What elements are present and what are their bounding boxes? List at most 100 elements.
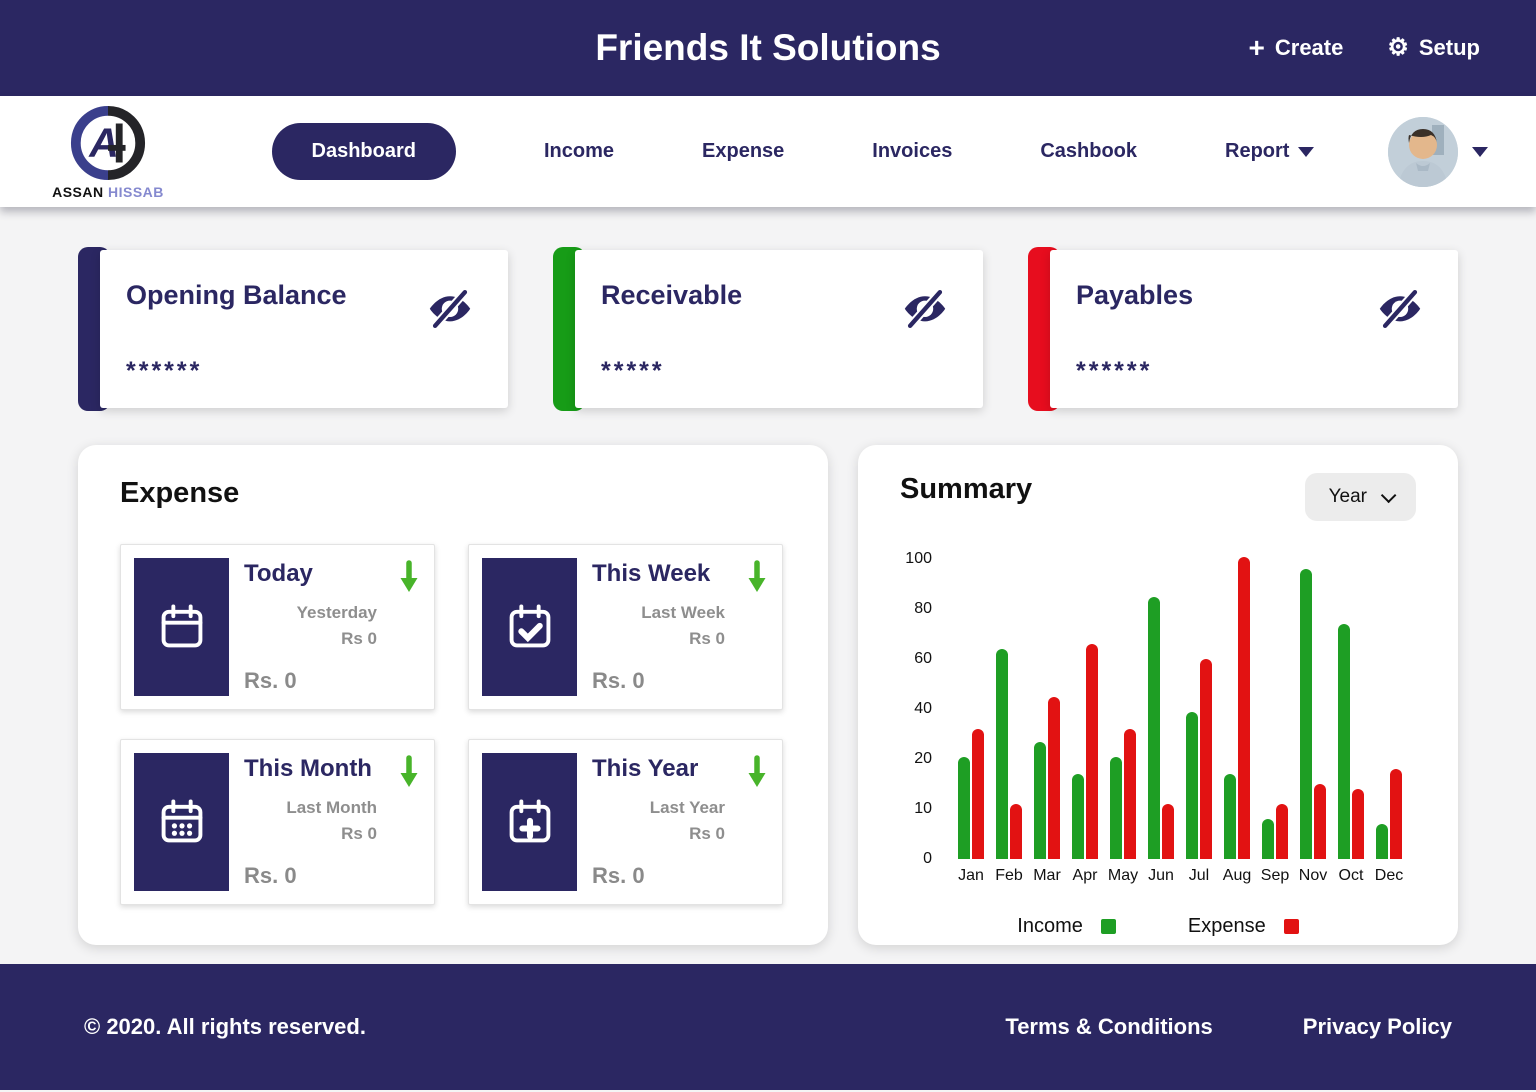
eye-slash-icon[interactable] — [1376, 288, 1424, 335]
arrow-down-icon — [748, 560, 766, 592]
expense-panel-title: Expense — [120, 477, 240, 509]
tab-report[interactable]: Report — [1225, 140, 1315, 163]
bar-group-oct — [1332, 559, 1370, 859]
chevron-down-icon — [1380, 487, 1397, 503]
bar-group-mar — [1028, 559, 1066, 859]
tab-invoices[interactable]: Invoices — [872, 140, 953, 162]
bar-group-nov — [1294, 559, 1332, 859]
stat-title: Today — [244, 560, 313, 587]
stat-title: This Week — [592, 560, 711, 587]
bar-income-aug — [1224, 774, 1236, 859]
legend-swatch — [1100, 919, 1116, 934]
y-tick-label: 40 — [914, 700, 932, 717]
compare-value: Rs 0 — [341, 629, 377, 649]
expense-this-month-card: This Month Last Month Rs 0 Rs. 0 — [120, 739, 435, 905]
expense-this-year-card: This Year Last Year Rs 0 Rs. 0 — [468, 739, 783, 905]
copyright-text: © 2020. All rights reserved. — [84, 1014, 366, 1039]
receivable-card: Receivable ***** — [553, 247, 983, 411]
profile-menu[interactable] — [1388, 116, 1488, 187]
nav-tabs: Dashboard Income Expense Invoices Cashbo… — [228, 123, 1358, 180]
setup-button[interactable]: ⚙ Setup — [1387, 35, 1480, 61]
bar-income-feb — [996, 649, 1008, 859]
x-tick-label: Jan — [958, 867, 984, 884]
bar-expense-aug — [1238, 556, 1250, 859]
bar-income-dec — [1376, 824, 1388, 859]
summary-panel-title: Summary — [900, 473, 1033, 505]
avatar-photo — [1388, 116, 1458, 187]
chart-plot-area — [952, 556, 1408, 859]
range-selector-value: Year — [1328, 486, 1367, 507]
stat-title: This Month — [244, 755, 372, 782]
stat-title: This Year — [592, 755, 699, 782]
bar-income-may — [1110, 756, 1122, 859]
tab-income[interactable]: Income — [543, 140, 615, 162]
create-button[interactable]: + Create — [1249, 34, 1344, 62]
tab-cashbook[interactable]: Cashbook — [1040, 140, 1138, 162]
legend-item-income: Income — [1017, 915, 1116, 938]
terms-link[interactable]: Terms & Conditions — [1005, 1014, 1213, 1039]
app-title: Friends It Solutions — [595, 27, 941, 68]
summary-chart: 0 10 20 40 60 80 100 Jan Feb Mar Apr May Jun Jul Aug S… — [900, 550, 1416, 938]
receivable-title: Receivable — [601, 280, 743, 310]
compare-label: Yesterday — [296, 603, 377, 622]
compare-label: Last Week — [641, 603, 725, 622]
stat-value: Rs. 0 — [244, 863, 297, 888]
y-tick-label: 20 — [914, 750, 932, 767]
x-tick-label: May — [1107, 867, 1139, 884]
bar-expense-jul — [1200, 659, 1212, 859]
bar-expense-oct — [1352, 789, 1364, 859]
compare-value: Rs 0 — [689, 824, 725, 844]
expense-today-card: Today Yesterday Rs 0 Rs. 0 — [120, 544, 435, 710]
bar-expense-feb — [1010, 804, 1022, 859]
bar-expense-jan — [972, 729, 984, 859]
x-tick-label: Oct — [1338, 867, 1364, 884]
calendar-icon — [134, 558, 229, 696]
bar-group-jan — [952, 559, 990, 859]
bar-income-oct — [1338, 624, 1350, 859]
profile-chevron-down-icon — [1472, 146, 1488, 157]
compare-label: Last Year — [649, 798, 725, 817]
top-header: Friends It Solutions + Create ⚙ Setup — [0, 0, 1536, 96]
create-button-label: Create — [1274, 35, 1344, 60]
summary-panel: Summary Year 0 10 20 40 60 80 100 Jan Feb Mar Apr… — [858, 445, 1458, 945]
avatar — [1388, 116, 1458, 187]
brand-name-primary: ASSAN — [52, 183, 104, 200]
tab-expense[interactable]: Expense — [702, 140, 785, 162]
tab-dashboard[interactable]: Dashboard — [271, 123, 456, 180]
y-tick-label: 60 — [914, 650, 932, 667]
bar-income-jul — [1186, 711, 1198, 859]
setup-button-label: Setup — [1418, 35, 1480, 60]
range-selector-dropdown[interactable]: Year — [1304, 473, 1416, 521]
receivable-masked-value: ***** — [601, 357, 665, 385]
chart-y-axis: 0 10 20 40 60 80 100 — [900, 550, 944, 867]
bar-expense-dec — [1390, 769, 1402, 859]
chevron-down-icon — [1298, 146, 1315, 157]
x-tick-label: Feb — [995, 867, 1023, 884]
arrow-down-icon — [400, 560, 418, 592]
bar-group-feb — [990, 559, 1028, 859]
brand-name: ASSAN HISSAB — [52, 184, 164, 200]
bar-income-jan — [958, 756, 970, 859]
chart-legend: Income Expense — [900, 915, 1416, 938]
chart-x-axis: Jan Feb Mar Apr May Jun Jul Aug Sep Nov Oct Dec — [952, 867, 1408, 885]
legend-label: Expense — [1187, 915, 1266, 937]
bar-group-aug — [1218, 556, 1256, 859]
x-tick-label: Aug — [1222, 867, 1252, 884]
bar-income-sep — [1262, 819, 1274, 859]
privacy-link[interactable]: Privacy Policy — [1302, 1014, 1452, 1039]
brand-logo[interactable]: A ASSAN HISSAB — [48, 104, 168, 200]
compare-label: Last Month — [286, 798, 377, 817]
tab-report-label: Report — [1225, 140, 1290, 162]
x-tick-label: Mar — [1033, 867, 1061, 884]
eye-slash-icon[interactable] — [901, 288, 949, 335]
x-tick-label: Sep — [1260, 867, 1290, 884]
payables-title: Payables — [1076, 280, 1194, 310]
bar-expense-jun — [1162, 804, 1174, 859]
y-tick-label: 10 — [914, 800, 932, 817]
x-tick-label: Dec — [1374, 867, 1404, 884]
eye-slash-icon[interactable] — [426, 288, 474, 335]
main-content: Opening Balance ****** — [0, 207, 1536, 945]
bar-expense-nov — [1314, 784, 1326, 859]
bar-expense-sep — [1276, 804, 1288, 859]
stat-value: Rs. 0 — [244, 668, 297, 693]
